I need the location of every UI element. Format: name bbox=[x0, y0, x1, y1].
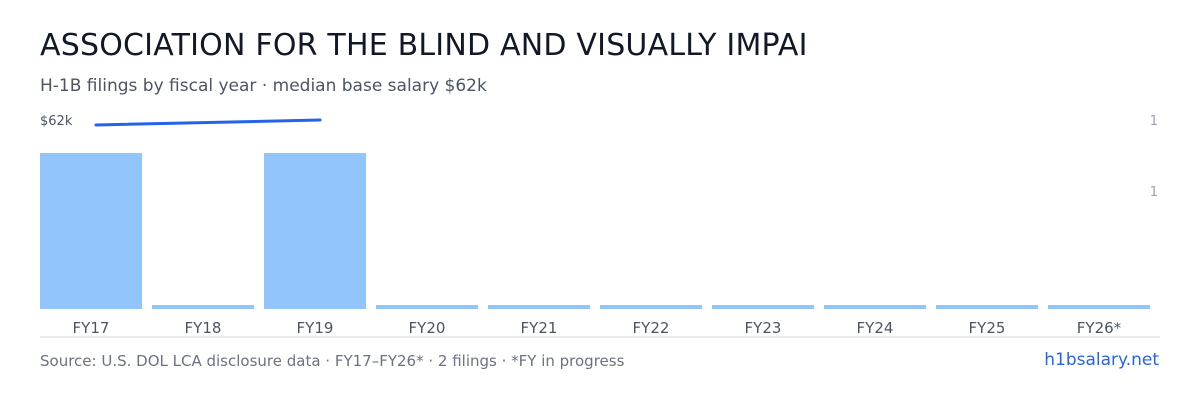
x-tick-label: FY23 bbox=[745, 319, 782, 337]
x-tick-label: FY26* bbox=[1077, 319, 1122, 337]
x-tick-label: FY25 bbox=[969, 319, 1006, 337]
bar-fy17 bbox=[40, 153, 142, 309]
x-tick-label: FY24 bbox=[857, 319, 894, 337]
bar-fy25 bbox=[936, 305, 1038, 309]
salary-line bbox=[94, 118, 322, 127]
count-tick-label: 1 bbox=[1150, 185, 1158, 200]
count-tick-label: 1 bbox=[1150, 114, 1158, 129]
salary-tick-label: $62k bbox=[40, 114, 73, 129]
x-tick-label: FY17 bbox=[73, 319, 110, 337]
bar-fy18 bbox=[152, 305, 254, 309]
bar-fy22 bbox=[600, 305, 702, 309]
x-tick-label: FY18 bbox=[185, 319, 222, 337]
x-tick-label: FY22 bbox=[633, 319, 670, 337]
chart-subtitle: H-1B filings by fiscal year · median bas… bbox=[40, 76, 487, 96]
source-note: Source: U.S. DOL LCA disclosure data · F… bbox=[40, 352, 625, 370]
bar-fy21 bbox=[488, 305, 590, 309]
chart-title: ASSOCIATION FOR THE BLIND AND VISUALLY I… bbox=[40, 28, 808, 63]
brand-link[interactable]: h1bsalary.net bbox=[1044, 350, 1159, 370]
x-tick-label: FY20 bbox=[409, 319, 446, 337]
bar-fy26 bbox=[1048, 305, 1150, 309]
x-tick-label: FY21 bbox=[521, 319, 558, 337]
bar-fy20 bbox=[376, 305, 478, 309]
bar-fy24 bbox=[824, 305, 926, 309]
bar-fy19 bbox=[264, 153, 366, 309]
bar-fy23 bbox=[712, 305, 814, 309]
x-tick-label: FY19 bbox=[297, 319, 334, 337]
